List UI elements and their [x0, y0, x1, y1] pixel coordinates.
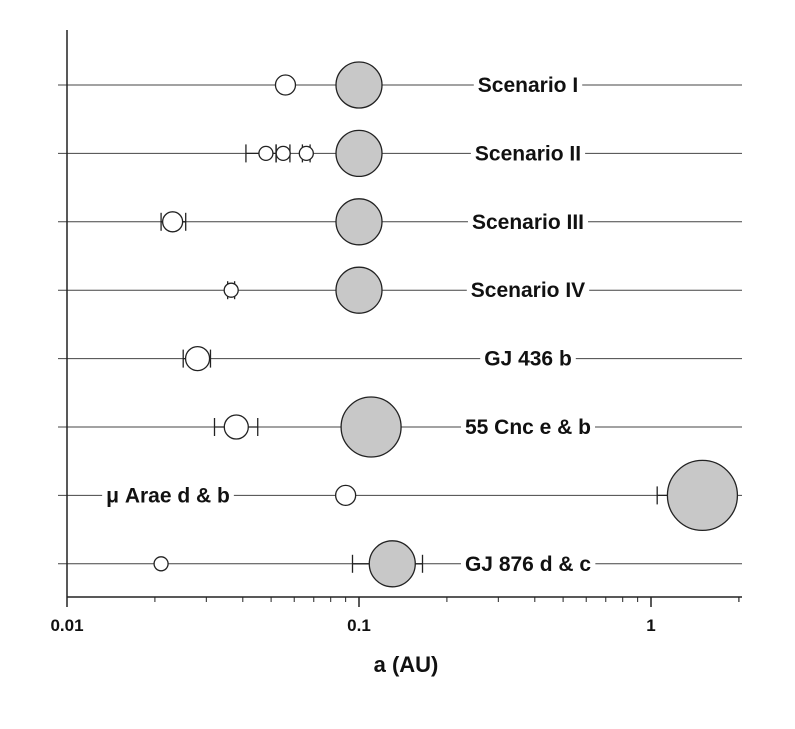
row: 55 Cnc e & b — [58, 396, 742, 458]
row-label: Scenario II — [475, 142, 581, 165]
row: GJ 876 d & c — [58, 540, 742, 588]
planet-marker — [334, 484, 357, 507]
label-background — [460, 552, 596, 576]
planet-marker — [298, 145, 314, 162]
row-label: μ Arae d & b — [106, 484, 230, 507]
planet-marker — [275, 145, 291, 162]
label-background — [466, 279, 590, 303]
planet-marker — [223, 282, 239, 298]
planet-marker — [340, 396, 402, 458]
label-background — [460, 416, 596, 439]
planet-marker — [368, 540, 416, 588]
label-background — [480, 347, 576, 371]
label-background — [470, 142, 586, 166]
planet-marker — [161, 211, 184, 233]
planet-marker — [153, 556, 169, 572]
rows-layer: Scenario I Scenario II Scenario III Scenari… — [58, 61, 742, 588]
x-axis-label: a (AU) — [374, 652, 439, 677]
row: Scenario III — [58, 198, 742, 246]
row-label: GJ 876 d & c — [465, 553, 591, 576]
planet-marker — [335, 198, 383, 246]
planet-marker — [335, 129, 383, 178]
planet-marker — [335, 61, 383, 109]
row-label: Scenario I — [478, 74, 578, 97]
row-label: 55 Cnc e & b — [465, 416, 591, 439]
row-label: Scenario III — [472, 211, 584, 234]
row-label: Scenario IV — [471, 279, 585, 302]
planet-marker — [666, 459, 739, 532]
planet-marker — [184, 345, 211, 372]
row: GJ 436 b — [58, 345, 742, 372]
planet-marker — [223, 414, 249, 440]
x-axis: 0.01 0.1 1 — [50, 30, 742, 635]
label-background — [467, 210, 589, 234]
x-tick-label: 1 — [646, 616, 655, 635]
row: Scenario I — [58, 61, 742, 109]
row: μ Arae d & b — [58, 459, 742, 532]
x-tick-label: 0.1 — [347, 616, 371, 635]
row-label: GJ 436 b — [484, 348, 572, 371]
label-background — [473, 74, 583, 97]
x-tick-label: 0.01 — [50, 616, 83, 635]
row: Scenario II — [58, 129, 742, 178]
planet-marker — [258, 145, 274, 162]
row: Scenario IV — [58, 266, 742, 314]
planet-marker — [335, 266, 383, 314]
planet-marker — [274, 74, 297, 96]
label-background — [102, 484, 234, 508]
